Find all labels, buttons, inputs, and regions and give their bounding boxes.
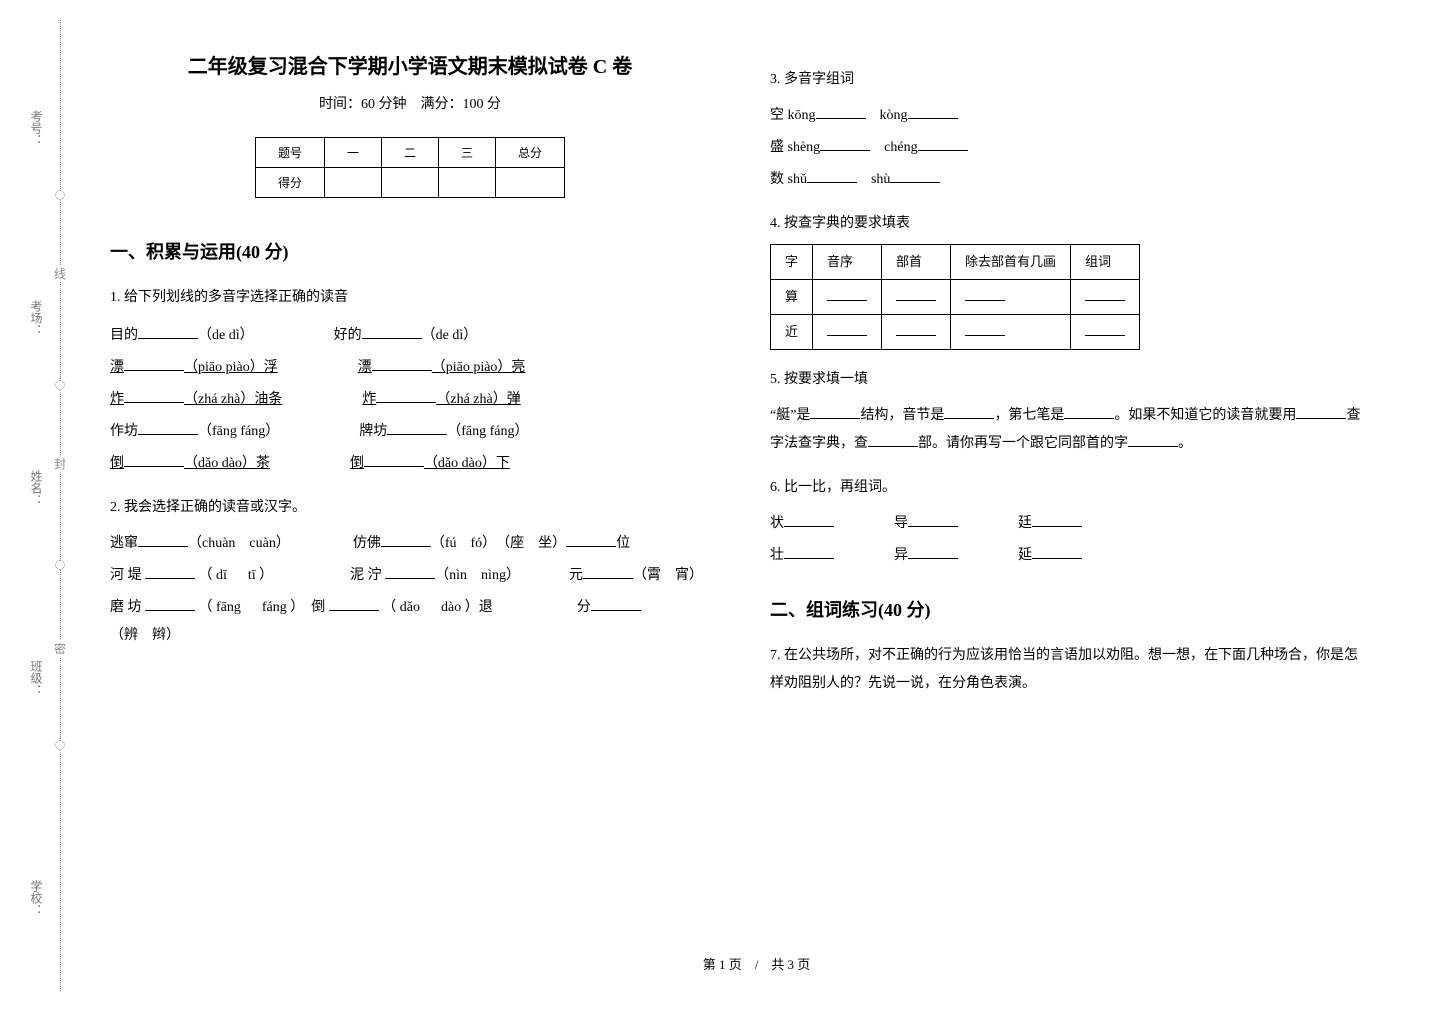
score-row-label: 得分 — [255, 168, 324, 198]
score-table: 题号一二三总分 得分 — [255, 137, 565, 198]
q2-prompt: 2. 我会选择正确的读音或汉字。 — [110, 500, 306, 515]
q2-line: 逃窜（chuàn cuàn） 仿佛（fú fó） （座 坐）位 — [110, 530, 710, 558]
q1-row: 炸（zhá zhà）油条炸（zhá zhà）弹 — [110, 386, 710, 414]
binding-labels: 考号： 考场： 姓名： 班级： 学校： — [28, 0, 48, 1011]
score-header-cell: 二 — [381, 138, 438, 168]
question-6: 6. 比一比，再组词。 状导廷壮异延 — [770, 474, 1370, 570]
q1-row: 倒（dǎo dào）茶倒（dǎo dào）下 — [110, 450, 710, 478]
question-1: 1. 给下列划线的多音字选择正确的读音 目的（de dì）好的（de dì） 漂（… — [110, 284, 710, 478]
q1-row: 漂（piāo piào）浮漂（piāo piào）亮 — [110, 354, 710, 382]
binding-seg-label: 密 — [54, 640, 66, 657]
score-cell — [496, 168, 565, 198]
score-cell — [381, 168, 438, 198]
q1-prompt: 1. 给下列划线的多音字选择正确的读音 — [110, 290, 348, 305]
dict-blank-cell — [813, 315, 882, 350]
left-column: 二年级复习混合下学期小学语文期末模拟试卷 C 卷 时间：60 分钟 满分：100… — [110, 50, 710, 714]
binding-margin: 考号： 考场： 姓名： 班级： 学校： 线封密 — [0, 0, 90, 1011]
question-2: 2. 我会选择正确的读音或汉字。 逃窜（chuàn cuàn） 仿佛（fú fó… — [110, 494, 710, 650]
score-header-cell: 总分 — [496, 138, 565, 168]
q1-row: 作坊（fāng fáng）牌坊（fāng fáng） — [110, 418, 710, 446]
q5-body: “艇”是结构，音节是，第七笔是。如果不知道它的读音就要用查字法查字典，查部。请你… — [770, 402, 1370, 458]
q7-prompt: 7. 在公共场所，对不正确的行为应该用恰当的言语加以劝阻。想一想，在下面几种场合… — [770, 642, 1370, 698]
binding-circle — [55, 740, 65, 750]
binding-label: 班级： — [28, 660, 45, 696]
question-4: 4. 按查字典的要求填表 字音序部首除去部首有几画组词算近 — [770, 210, 1370, 350]
page-footer: 第 1 页 / 共 3 页 — [703, 954, 811, 973]
binding-label: 考场： — [28, 300, 45, 336]
question-3: 3. 多音字组词 空 kōng kòng 盛 shèng chéng 数 shǔ s… — [770, 66, 1370, 194]
q2-line: 磨 坊 （ fāng fáng ） 倒 （ dǎo dào ）退 分（辨 辫） — [110, 594, 710, 650]
q3-line: 盛 shèng chéng — [770, 134, 1370, 162]
q6-row: 壮异延 — [770, 542, 1370, 570]
score-header-cell: 三 — [439, 138, 496, 168]
binding-circle — [55, 380, 65, 390]
question-7: 7. 在公共场所，对不正确的行为应该用恰当的言语加以劝阻。想一想，在下面几种场合… — [770, 642, 1370, 698]
score-cell — [439, 168, 496, 198]
dict-char-cell: 算 — [771, 280, 813, 315]
score-header-cell: 一 — [324, 138, 381, 168]
q3-line: 空 kōng kòng — [770, 102, 1370, 130]
exam-title: 二年级复习混合下学期小学语文期末模拟试卷 C 卷 — [110, 50, 710, 79]
binding-seg-label: 线 — [54, 265, 66, 282]
dict-blank-cell — [813, 280, 882, 315]
score-cell — [324, 168, 381, 198]
q3-line: 数 shǔ shù — [770, 166, 1370, 194]
dict-blank-cell — [882, 280, 951, 315]
right-column: 3. 多音字组词 空 kōng kòng 盛 shèng chéng 数 shǔ s… — [770, 50, 1370, 714]
dict-header-cell: 字 — [771, 245, 813, 280]
question-5: 5. 按要求填一填 “艇”是结构，音节是，第七笔是。如果不知道它的读音就要用查字… — [770, 366, 1370, 458]
binding-label: 考号： — [28, 110, 45, 146]
binding-seg-label: 封 — [54, 455, 66, 472]
binding-label: 姓名： — [28, 470, 45, 506]
section-1-title: 一、积累与运用(40 分) — [110, 238, 710, 264]
dict-char-cell: 近 — [771, 315, 813, 350]
q6-row: 状导廷 — [770, 510, 1370, 538]
dict-blank-cell — [882, 315, 951, 350]
q3-prompt: 3. 多音字组词 — [770, 72, 854, 87]
q1-row: 目的（de dì）好的（de dì） — [110, 322, 710, 350]
dict-header-cell: 除去部首有几画 — [951, 245, 1071, 280]
q6-prompt: 6. 比一比，再组词。 — [770, 480, 896, 495]
binding-circle — [55, 560, 65, 570]
page-content: 二年级复习混合下学期小学语文期末模拟试卷 C 卷 时间：60 分钟 满分：100… — [110, 50, 1403, 981]
section-2-title: 二、组词练习(40 分) — [770, 596, 1370, 622]
binding-label: 学校： — [28, 880, 45, 916]
exam-subtitle: 时间：60 分钟 满分：100 分 — [110, 93, 710, 113]
score-header-cell: 题号 — [255, 138, 324, 168]
dict-header-cell: 部首 — [882, 245, 951, 280]
dict-header-cell: 组词 — [1071, 245, 1140, 280]
q4-prompt: 4. 按查字典的要求填表 — [770, 216, 910, 231]
dict-blank-cell — [1071, 315, 1140, 350]
q4-dict-table: 字音序部首除去部首有几画组词算近 — [770, 244, 1140, 350]
dict-blank-cell — [951, 280, 1071, 315]
dict-header-cell: 音序 — [813, 245, 882, 280]
binding-circle — [55, 190, 65, 200]
binding-dotted-line — [60, 20, 61, 991]
q2-line: 河 堤 （ dī tī ） 泥 泞 （nìn nìng） 元（霄 宵） — [110, 562, 710, 590]
q5-prompt: 5. 按要求填一填 — [770, 372, 868, 387]
dict-blank-cell — [951, 315, 1071, 350]
dict-blank-cell — [1071, 280, 1140, 315]
